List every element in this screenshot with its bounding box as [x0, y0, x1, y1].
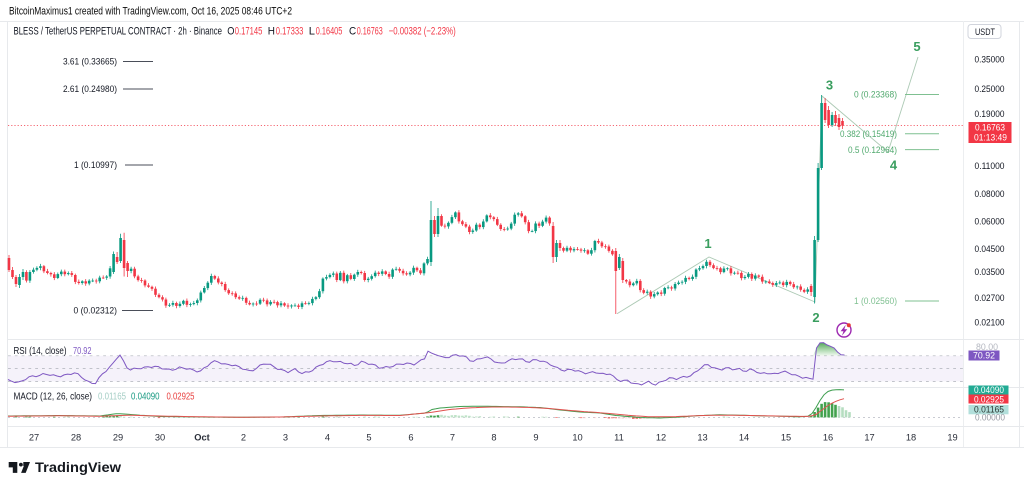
svg-text:80.00: 80.00: [976, 342, 998, 352]
svg-text:0.16405: 0.16405: [316, 25, 343, 37]
svg-text:29: 29: [113, 433, 123, 443]
svg-text:15: 15: [781, 433, 791, 443]
svg-text:17: 17: [864, 433, 874, 443]
svg-text:9: 9: [533, 433, 538, 443]
svg-text:0.16763: 0.16763: [975, 123, 1005, 133]
svg-text:19: 19: [947, 433, 957, 443]
svg-text:01:13:49: 01:13:49: [974, 133, 1007, 143]
svg-text:0.02100: 0.02100: [975, 317, 1005, 327]
svg-text:0.11000: 0.11000: [975, 161, 1005, 171]
svg-text:5: 5: [366, 433, 371, 443]
svg-text:O: O: [227, 25, 234, 37]
svg-text:RSI (14, close): RSI (14, close): [14, 346, 67, 357]
svg-text:13: 13: [697, 433, 707, 443]
svg-text:1: 1: [704, 236, 711, 251]
svg-text:0.02700: 0.02700: [975, 293, 1005, 303]
svg-text:70.92: 70.92: [73, 346, 92, 357]
svg-text:30: 30: [155, 433, 165, 443]
svg-text:12: 12: [656, 433, 666, 443]
svg-text:H: H: [268, 25, 275, 37]
svg-text:18: 18: [906, 433, 916, 443]
svg-text:4: 4: [890, 158, 898, 173]
svg-text:0 (0.23368): 0 (0.23368): [854, 90, 897, 101]
svg-text:10: 10: [572, 433, 582, 443]
svg-text:L: L: [309, 25, 315, 37]
svg-text:0.17145: 0.17145: [235, 25, 263, 37]
svg-text:14: 14: [739, 433, 749, 443]
svg-text:3.61 (0.33665): 3.61 (0.33665): [63, 57, 117, 68]
svg-text:TradingView: TradingView: [35, 459, 121, 475]
svg-text:0.02925: 0.02925: [974, 394, 1004, 404]
svg-text:11: 11: [614, 433, 624, 443]
svg-text:0.00000: 0.00000: [975, 413, 1005, 423]
svg-text:16: 16: [823, 433, 833, 443]
svg-text:BitcoinMaximus1 created with T: BitcoinMaximus1 created with TradingView…: [9, 6, 292, 18]
svg-text:C: C: [349, 25, 356, 37]
svg-text:7: 7: [450, 433, 455, 443]
svg-text:3: 3: [826, 78, 833, 93]
svg-text:27: 27: [29, 433, 39, 443]
svg-text:0.06000: 0.06000: [975, 217, 1005, 227]
svg-text:0.01165: 0.01165: [974, 405, 1004, 415]
svg-text:0.19000: 0.19000: [975, 109, 1005, 119]
svg-text:Oct: Oct: [194, 433, 210, 443]
svg-text:BLESS / TetherUS PERPETUAL CON: BLESS / TetherUS PERPETUAL CONTRACT · 2h…: [14, 25, 223, 37]
svg-text:6: 6: [408, 433, 413, 443]
svg-text:70.92: 70.92: [973, 351, 995, 361]
svg-text:1 (0.10997): 1 (0.10997): [74, 160, 117, 171]
svg-text:2.61 (0.24980): 2.61 (0.24980): [63, 84, 117, 95]
svg-text:8: 8: [491, 433, 496, 443]
svg-text:0.25000: 0.25000: [975, 84, 1005, 94]
svg-text:3: 3: [283, 433, 288, 443]
svg-text:0.01165: 0.01165: [98, 391, 126, 402]
svg-text:28: 28: [71, 433, 81, 443]
svg-text:2: 2: [812, 310, 819, 325]
svg-text:1 (0.02560): 1 (0.02560): [854, 296, 897, 307]
svg-text:0 (0.02312): 0 (0.02312): [74, 306, 118, 317]
svg-text:2: 2: [241, 433, 246, 443]
svg-text:−0.00382 (−2.23%): −0.00382 (−2.23%): [389, 25, 456, 37]
svg-text:0.03500: 0.03500: [975, 267, 1005, 277]
svg-text:0.04090: 0.04090: [974, 385, 1004, 395]
svg-text:4: 4: [325, 433, 330, 443]
svg-text:0.04090: 0.04090: [131, 391, 160, 402]
svg-text:5: 5: [913, 39, 920, 54]
svg-text:USDT: USDT: [975, 27, 995, 37]
svg-text:0.16763: 0.16763: [357, 25, 383, 37]
svg-text:0.08000: 0.08000: [975, 189, 1005, 199]
svg-text:0.02925: 0.02925: [167, 391, 195, 402]
svg-text:0.5 (0.12964): 0.5 (0.12964): [848, 145, 897, 156]
svg-text:0.35000: 0.35000: [975, 55, 1005, 65]
svg-text:0.17333: 0.17333: [276, 25, 304, 37]
svg-text:MACD (12, 26, close): MACD (12, 26, close): [14, 391, 93, 402]
svg-text:0.04500: 0.04500: [975, 244, 1005, 254]
svg-text:0.382 (0.15419): 0.382 (0.15419): [840, 129, 897, 140]
